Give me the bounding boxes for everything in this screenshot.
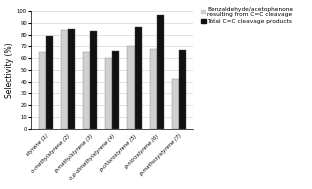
- Bar: [61, 30, 68, 129]
- Legend: Benzaldehyde/acetophenone
resulting from C=C cleavage, Total C=C cleavage produc: Benzaldehyde/acetophenone resulting from…: [201, 7, 294, 24]
- Bar: [112, 51, 119, 129]
- Bar: [127, 46, 134, 129]
- Bar: [39, 52, 46, 129]
- Bar: [157, 15, 164, 129]
- Bar: [105, 58, 112, 129]
- Bar: [150, 49, 157, 129]
- Bar: [172, 79, 179, 129]
- Bar: [46, 36, 53, 129]
- Bar: [90, 31, 97, 129]
- Bar: [83, 52, 90, 129]
- Bar: [68, 29, 75, 129]
- Bar: [134, 27, 142, 129]
- Y-axis label: Selectivity (%): Selectivity (%): [5, 42, 14, 98]
- Bar: [179, 50, 186, 129]
